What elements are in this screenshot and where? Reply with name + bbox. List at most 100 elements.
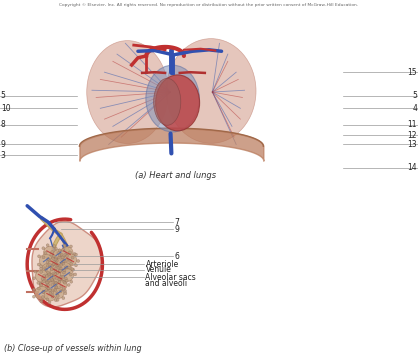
- Text: 10: 10: [1, 104, 10, 113]
- Ellipse shape: [56, 271, 59, 274]
- Ellipse shape: [64, 266, 67, 269]
- Ellipse shape: [40, 265, 43, 268]
- Text: 6: 6: [175, 252, 180, 261]
- Ellipse shape: [54, 269, 57, 272]
- Ellipse shape: [40, 300, 43, 303]
- Ellipse shape: [45, 274, 48, 277]
- Ellipse shape: [47, 281, 60, 293]
- Ellipse shape: [54, 262, 57, 265]
- Ellipse shape: [38, 287, 41, 290]
- Ellipse shape: [53, 272, 64, 283]
- Ellipse shape: [69, 273, 72, 276]
- Ellipse shape: [38, 255, 41, 258]
- Ellipse shape: [57, 280, 67, 290]
- Text: 8: 8: [1, 120, 5, 129]
- Ellipse shape: [34, 270, 37, 273]
- Ellipse shape: [50, 253, 53, 256]
- Ellipse shape: [42, 263, 54, 275]
- Ellipse shape: [46, 260, 49, 263]
- Ellipse shape: [48, 301, 51, 304]
- Ellipse shape: [54, 273, 57, 276]
- Ellipse shape: [40, 270, 43, 273]
- Ellipse shape: [44, 290, 56, 301]
- Ellipse shape: [73, 253, 76, 256]
- Ellipse shape: [45, 289, 48, 292]
- Ellipse shape: [155, 75, 200, 131]
- Ellipse shape: [48, 259, 51, 262]
- Ellipse shape: [58, 278, 61, 281]
- Ellipse shape: [72, 268, 75, 271]
- Ellipse shape: [71, 268, 74, 270]
- Ellipse shape: [47, 283, 50, 286]
- Text: 15: 15: [408, 68, 417, 77]
- Ellipse shape: [69, 259, 71, 262]
- Ellipse shape: [47, 287, 50, 290]
- Text: 5: 5: [412, 91, 417, 100]
- Ellipse shape: [60, 285, 63, 288]
- Ellipse shape: [33, 288, 36, 291]
- Ellipse shape: [51, 264, 54, 267]
- Ellipse shape: [66, 266, 69, 269]
- Ellipse shape: [87, 41, 168, 143]
- Ellipse shape: [59, 267, 62, 270]
- Ellipse shape: [46, 264, 49, 267]
- Ellipse shape: [64, 254, 76, 266]
- Ellipse shape: [48, 275, 51, 278]
- Ellipse shape: [58, 262, 71, 275]
- Ellipse shape: [59, 278, 61, 281]
- Ellipse shape: [39, 282, 42, 285]
- Ellipse shape: [40, 280, 51, 291]
- Ellipse shape: [53, 282, 56, 285]
- Ellipse shape: [52, 277, 55, 279]
- Ellipse shape: [50, 265, 63, 277]
- Ellipse shape: [33, 277, 36, 280]
- Text: 12: 12: [408, 131, 417, 140]
- Ellipse shape: [64, 290, 66, 292]
- Ellipse shape: [41, 277, 44, 280]
- Ellipse shape: [44, 251, 47, 254]
- Ellipse shape: [68, 266, 71, 269]
- Ellipse shape: [48, 273, 51, 275]
- Ellipse shape: [58, 256, 61, 259]
- Ellipse shape: [51, 268, 54, 271]
- Text: 14: 14: [408, 164, 417, 172]
- Text: 4: 4: [412, 104, 417, 113]
- Ellipse shape: [62, 262, 65, 265]
- Ellipse shape: [58, 266, 61, 269]
- Ellipse shape: [49, 279, 52, 282]
- Ellipse shape: [51, 279, 54, 282]
- Ellipse shape: [33, 295, 36, 298]
- Ellipse shape: [54, 288, 64, 299]
- Ellipse shape: [39, 254, 53, 267]
- Text: 13: 13: [408, 140, 417, 149]
- Ellipse shape: [43, 274, 46, 277]
- Ellipse shape: [56, 292, 59, 295]
- Ellipse shape: [61, 258, 64, 261]
- Ellipse shape: [62, 288, 65, 291]
- Ellipse shape: [36, 270, 48, 282]
- Ellipse shape: [67, 283, 70, 286]
- Text: Venule: Venule: [145, 265, 171, 274]
- Ellipse shape: [71, 256, 74, 259]
- Ellipse shape: [60, 275, 63, 278]
- Ellipse shape: [43, 267, 46, 270]
- Ellipse shape: [41, 296, 44, 299]
- Ellipse shape: [65, 258, 68, 261]
- Text: 9: 9: [175, 225, 180, 234]
- Ellipse shape: [56, 299, 59, 301]
- Ellipse shape: [166, 39, 256, 143]
- Ellipse shape: [154, 78, 181, 125]
- Ellipse shape: [46, 244, 49, 247]
- Ellipse shape: [64, 292, 67, 295]
- Ellipse shape: [58, 280, 61, 283]
- Ellipse shape: [51, 251, 54, 253]
- Ellipse shape: [40, 267, 43, 270]
- Text: 11: 11: [408, 120, 417, 129]
- Ellipse shape: [45, 281, 48, 284]
- Ellipse shape: [49, 257, 60, 268]
- Ellipse shape: [37, 282, 40, 284]
- Ellipse shape: [45, 268, 48, 271]
- Ellipse shape: [55, 257, 58, 260]
- Ellipse shape: [54, 288, 57, 291]
- Ellipse shape: [42, 247, 45, 250]
